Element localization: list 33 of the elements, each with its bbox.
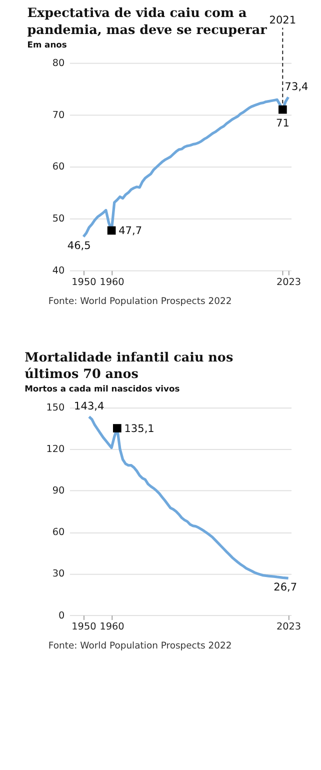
data-label: 73,4: [284, 81, 309, 94]
ref-line-label: 2021: [269, 14, 296, 26]
y-tick-label: 70: [52, 110, 65, 121]
y-tick-label: 0: [58, 610, 65, 622]
y-tick-label: 80: [52, 58, 65, 69]
source-note: Fonte: World Population Prospects 2022: [48, 296, 232, 307]
y-tick-label: 50: [52, 214, 65, 225]
chart-title: Expectativa de vida caiu com a pandemia, mas deve se recuperar: [27, 6, 268, 38]
line-series: [88, 415, 290, 580]
line-series: [82, 96, 290, 238]
y-tick-label: 90: [52, 486, 65, 497]
x-tick-label: 1950: [72, 622, 96, 633]
y-tick-label: 60: [52, 527, 65, 538]
y-tick-label: 40: [52, 266, 65, 277]
source-note: Fonte: World Population Prospects 2022: [48, 640, 232, 652]
y-tick-label: 150: [46, 402, 65, 414]
data-label: 143,4: [74, 400, 104, 413]
chart-title: Mortalidade infantil caiu nos últimos 70 anos: [24, 350, 234, 382]
y-tick-label: 60: [52, 162, 65, 173]
x-tick-label: 2023: [276, 622, 302, 633]
data-label: 46,5: [67, 240, 91, 252]
y-tick-label: 120: [46, 444, 65, 456]
x-tick-label: 1960: [100, 622, 124, 633]
y-tick-label: 30: [52, 568, 65, 580]
data-label: 71: [276, 117, 290, 130]
data-label: 47,7: [118, 224, 142, 237]
chart-subtitle: Em anos: [27, 39, 67, 50]
data-label: 135,1: [124, 422, 154, 435]
data-label: 26,7: [274, 582, 298, 594]
x-tick-label: 1950: [72, 276, 96, 288]
x-tick-label: 2023: [276, 276, 302, 288]
x-tick-label: 1960: [100, 276, 124, 288]
chart-subtitle: Mortos a cada mil nascidos vivos: [24, 384, 180, 394]
